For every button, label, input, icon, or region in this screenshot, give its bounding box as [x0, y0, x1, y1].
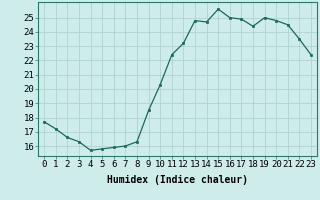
X-axis label: Humidex (Indice chaleur): Humidex (Indice chaleur) [107, 175, 248, 185]
